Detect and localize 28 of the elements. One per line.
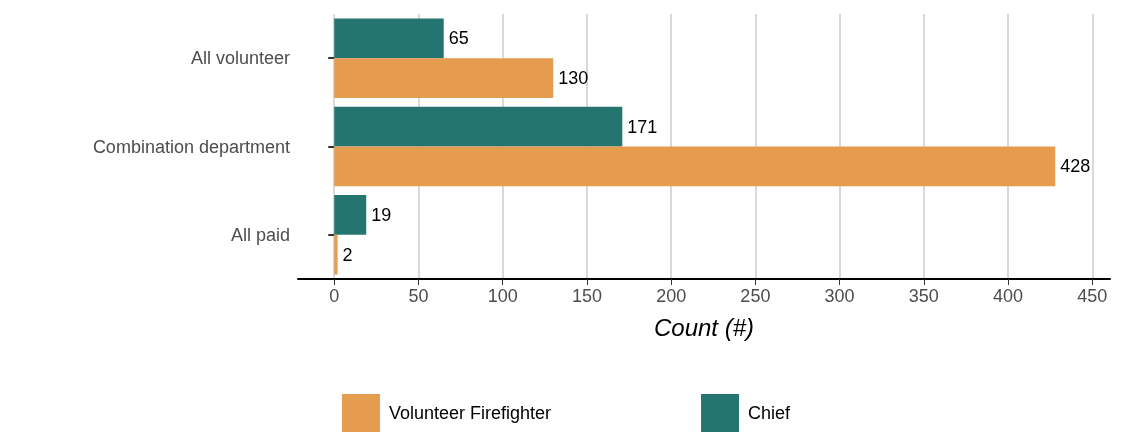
data-label: 428 [1060,156,1091,177]
x-tick-label: 50 [408,286,429,306]
x-tick-label: 250 [740,286,771,306]
y-tick-label: All paid [230,224,290,245]
x-tick-label: 300 [824,286,855,306]
bar [334,58,554,98]
data-label: 130 [558,68,589,89]
y-tick-label: Combination department [92,136,290,157]
y-tick-label: All volunteer [190,48,290,69]
x-tick-label: 350 [908,286,939,306]
x-tick-label: 100 [487,286,518,306]
x-tick-label: 200 [656,286,687,306]
legend-label: Chief [748,403,792,423]
bar [334,146,1056,187]
x-tick-label: 450 [1077,286,1108,306]
data-label: 2 [342,244,353,265]
bar [334,195,367,235]
legend-label: Volunteer Firefighter [388,403,552,423]
bar [334,234,338,275]
data-label: 65 [448,28,469,49]
data-label: 171 [627,116,658,137]
data-label: 19 [371,204,392,225]
x-tick-label: 0 [329,286,340,306]
x-tick-label: 400 [993,286,1024,306]
bar [334,106,623,147]
bar [334,18,444,59]
x-tick-label: 150 [571,286,602,306]
x-axis-title: Count (#) [653,313,755,341]
